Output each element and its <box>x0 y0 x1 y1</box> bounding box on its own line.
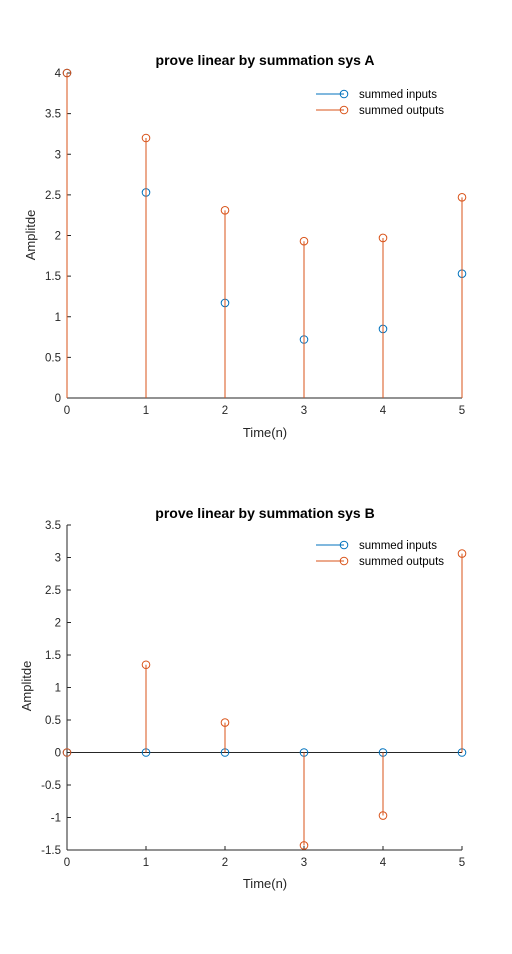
stem-marker-summed-outputs <box>141 660 151 670</box>
y-tick-label: 2.5 <box>45 585 61 597</box>
x-tick-label: 2 <box>222 857 228 869</box>
chart-a-axes: 0 1 2 3 4 5 0 0.5 1 1.5 2 2.5 3 3.5 4 <box>45 68 465 417</box>
y-tick-label: 3 <box>55 553 61 565</box>
x-tick-label: 0 <box>64 405 70 417</box>
legend-marker-summed-outputs <box>339 105 349 115</box>
chart-a-ylabel: Amplitde <box>23 210 38 261</box>
legend-marker-summed-inputs <box>339 89 349 99</box>
chart-b: prove linear by summation sys B Time(n) … <box>19 505 467 891</box>
chart-a-stems <box>62 68 467 398</box>
y-tick-label: 2 <box>55 231 61 243</box>
x-tick-label: 5 <box>459 405 465 417</box>
x-tick-label: 1 <box>143 405 149 417</box>
stem-marker-summed-outputs <box>378 811 388 820</box>
chart-b-title: prove linear by summation sys B <box>155 505 374 521</box>
x-tick-label: 4 <box>380 857 387 869</box>
x-tick-label: 4 <box>380 405 387 417</box>
stem-marker-summed-outputs <box>62 748 72 757</box>
legend-label-summed-inputs: summed inputs <box>359 540 437 552</box>
x-tick-label: 0 <box>64 857 70 869</box>
y-tick-label: 0 <box>55 748 61 760</box>
chart-a-legend: summed inputs summed outputs <box>316 89 444 117</box>
y-tick-label: 0 <box>55 393 61 405</box>
y-tick-label: 2.5 <box>45 190 61 202</box>
y-tick-label: 1.5 <box>45 271 61 283</box>
legend-label-summed-inputs: summed inputs <box>359 89 437 101</box>
stem-marker-summed-outputs <box>457 193 467 202</box>
chart-a-title: prove linear by summation sys A <box>156 52 375 68</box>
x-tick-label: 5 <box>459 857 465 869</box>
y-tick-label: -0.5 <box>41 780 61 792</box>
legend-label-summed-outputs: summed outputs <box>359 556 444 568</box>
stem-marker-summed-outputs <box>378 233 388 243</box>
y-tick-label: -1 <box>51 813 61 825</box>
chart-b-xlabel: Time(n) <box>243 876 287 891</box>
x-tick-label: 3 <box>301 857 307 869</box>
chart-a-xlabel: Time(n) <box>243 425 287 440</box>
y-tick-label: 3.5 <box>45 109 61 121</box>
y-tick-label: 0.5 <box>45 352 61 364</box>
y-tick-label: 2 <box>55 618 61 630</box>
legend-label-summed-outputs: summed outputs <box>359 105 444 117</box>
chart-a: prove linear by summation sys A Time(n) … <box>23 52 467 440</box>
x-tick-label: 2 <box>222 405 228 417</box>
stem-marker-summed-outputs <box>457 549 467 558</box>
legend-marker-summed-inputs <box>339 540 349 550</box>
legend-marker-summed-outputs <box>339 556 349 566</box>
stem-marker-summed-outputs <box>141 133 151 143</box>
y-tick-label: 0.5 <box>45 715 61 727</box>
stem-marker-summed-outputs <box>299 841 309 850</box>
chart-b-stems <box>62 549 467 850</box>
stem-marker-summed-outputs <box>220 206 230 215</box>
y-tick-label: 3 <box>55 149 61 161</box>
y-tick-label: 1 <box>55 683 61 695</box>
chart-b-legend: summed inputs summed outputs <box>316 540 444 568</box>
y-tick-label: 1.5 <box>45 650 61 662</box>
stem-marker-summed-outputs <box>299 236 309 246</box>
y-tick-label: 1 <box>55 312 61 324</box>
x-tick-label: 1 <box>143 857 149 869</box>
x-tick-label: 3 <box>301 405 307 417</box>
y-tick-label: -1.5 <box>41 845 61 857</box>
stem-marker-summed-outputs <box>62 68 72 78</box>
y-tick-label: 3.5 <box>45 520 61 532</box>
chart-b-ylabel: Amplitde <box>19 661 34 712</box>
y-tick-label: 4 <box>55 68 62 80</box>
stem-marker-summed-outputs <box>220 718 230 727</box>
chart-b-axes: 0 1 2 3 4 5 -1.5 -1 -0.5 0 0.5 1 1.5 2 2.5 3 3.5 <box>41 520 465 869</box>
